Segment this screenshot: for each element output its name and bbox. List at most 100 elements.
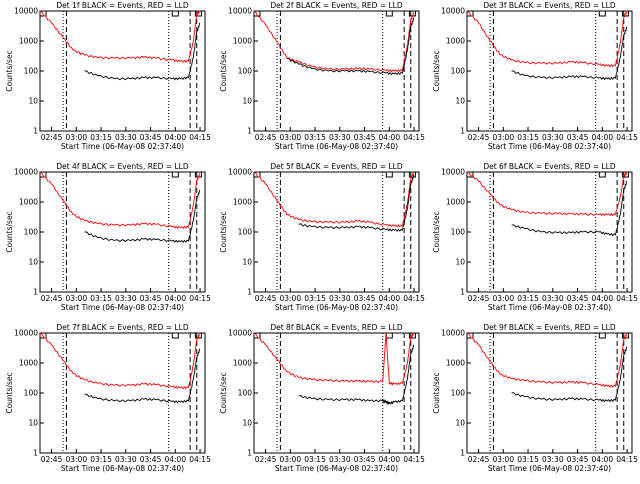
plot-frame [39, 10, 206, 132]
x-tick-label: 03:15 [90, 133, 112, 142]
chart-title: Det 7f BLACK = Events, RED = LLD [56, 323, 189, 332]
y-tick-label: 10 [242, 97, 252, 106]
y-tick-label: 1000 [446, 37, 465, 46]
y-tick-label: 100 [238, 67, 253, 76]
x-tick-label: 03:45 [354, 294, 376, 303]
series-line-events [511, 346, 628, 403]
x-tick-label: 02:45 [468, 133, 490, 142]
marker-box [253, 171, 261, 178]
y-tick-label: 100 [24, 67, 39, 76]
chart-title: Det 1f BLACK = Events, RED = LLD [56, 1, 189, 10]
x-tick-label: 03:45 [567, 294, 589, 303]
series-line-events [511, 180, 628, 237]
series-line-events [84, 22, 201, 81]
x-tick-label: 03:45 [140, 294, 162, 303]
x-tick-label: 03:00 [279, 455, 301, 464]
series-line-lld [253, 332, 414, 386]
x-tick-label: 04:15 [403, 133, 425, 142]
x-tick-label: 04:15 [189, 133, 211, 142]
marker-box [385, 10, 393, 17]
chart-panel: Det 5f BLACK = Events, RED = LLD 1 10 100 10… [219, 162, 425, 312]
y-tick-label: 100 [24, 389, 39, 398]
chart-panel: Det 4f BLACK = Events, RED = LLD 1 10 100 10… [5, 162, 211, 312]
x-tick-label: 04:15 [189, 455, 211, 464]
series-line-events [298, 344, 415, 406]
plot-frame [466, 10, 633, 132]
y-tick-label: 1 [460, 449, 465, 458]
series-line-lld [466, 171, 627, 217]
y-axis-label: Counts/sec [432, 372, 441, 413]
y-tick-label: 100 [238, 389, 253, 398]
x-tick-label: 04:15 [616, 455, 638, 464]
y-axis-label: Counts/sec [432, 50, 441, 91]
x-axis-label: Start Time (06-May-08 02:37:40) [488, 142, 611, 151]
x-axis-label: Start Time (06-May-08 02:37:40) [275, 142, 398, 151]
chart-title: Det 4f BLACK = Events, RED = LLD [56, 162, 189, 171]
marker-box [598, 171, 606, 178]
marker-box [408, 332, 416, 339]
y-tick-label: 10000 [14, 168, 38, 177]
x-axis-label: Start Time (06-May-08 02:37:40) [275, 464, 398, 473]
y-tick-label: 1 [33, 288, 38, 297]
x-tick-label: 03:45 [140, 455, 162, 464]
x-tick-label: 03:00 [492, 294, 514, 303]
x-tick-label: 04:00 [378, 133, 400, 142]
plot-frame [253, 171, 420, 293]
x-tick-label: 04:00 [591, 294, 613, 303]
x-tick-label: 04:15 [189, 294, 211, 303]
x-tick-label: 03:00 [65, 133, 87, 142]
y-tick-label: 1000 [19, 198, 38, 207]
marker-box [194, 332, 202, 339]
marker-box [39, 171, 47, 178]
x-tick-label: 03:15 [517, 294, 539, 303]
y-tick-label: 10 [455, 258, 465, 267]
x-axis-label: Start Time (06-May-08 02:37:40) [61, 464, 184, 473]
y-tick-label: 100 [24, 228, 39, 237]
x-tick-label: 02:45 [41, 455, 63, 464]
series-line-events [298, 174, 415, 232]
x-tick-label: 03:15 [304, 133, 326, 142]
chart-title: Det 2f BLACK = Events, RED = LLD [270, 1, 403, 10]
marker-box [171, 332, 179, 339]
y-tick-label: 10 [242, 419, 252, 428]
x-axis-label: Start Time (06-May-08 02:37:40) [488, 303, 611, 312]
series-line-lld [253, 10, 415, 73]
marker-box [466, 171, 474, 178]
x-tick-label: 03:30 [542, 455, 564, 464]
x-tick-label: 03:00 [65, 455, 87, 464]
plot-frame [253, 332, 420, 454]
y-tick-label: 10000 [228, 168, 252, 177]
chart-title: Det 9f BLACK = Events, RED = LLD [483, 323, 616, 332]
x-tick-label: 03:00 [492, 133, 514, 142]
x-tick-label: 04:15 [616, 133, 638, 142]
y-tick-label: 10000 [228, 7, 252, 16]
marker-box [171, 171, 179, 178]
x-tick-label: 04:15 [616, 294, 638, 303]
marker-box [171, 10, 179, 17]
x-tick-label: 02:45 [41, 294, 63, 303]
x-tick-label: 03:30 [542, 133, 564, 142]
x-tick-label: 03:45 [567, 455, 589, 464]
x-tick-label: 04:15 [403, 294, 425, 303]
y-tick-label: 100 [238, 228, 253, 237]
y-tick-label: 10 [455, 419, 465, 428]
plot-frame [39, 171, 206, 293]
y-tick-label: 1000 [233, 359, 252, 368]
series-line-lld [39, 171, 201, 230]
y-axis-label: Counts/sec [5, 372, 14, 413]
plot-frame [466, 171, 633, 293]
x-tick-label: 04:00 [378, 455, 400, 464]
y-tick-label: 10000 [14, 7, 38, 16]
x-tick-label: 03:30 [115, 294, 137, 303]
x-tick-label: 04:15 [403, 455, 425, 464]
marker-box [621, 171, 629, 178]
y-tick-label: 10000 [228, 329, 252, 338]
marker-box [39, 332, 47, 339]
y-axis-label: Counts/sec [219, 372, 228, 413]
x-tick-label: 03:00 [492, 455, 514, 464]
x-tick-label: 03:45 [140, 133, 162, 142]
marker-box [39, 10, 47, 17]
series-line-lld [39, 332, 201, 390]
x-tick-label: 03:15 [90, 455, 112, 464]
